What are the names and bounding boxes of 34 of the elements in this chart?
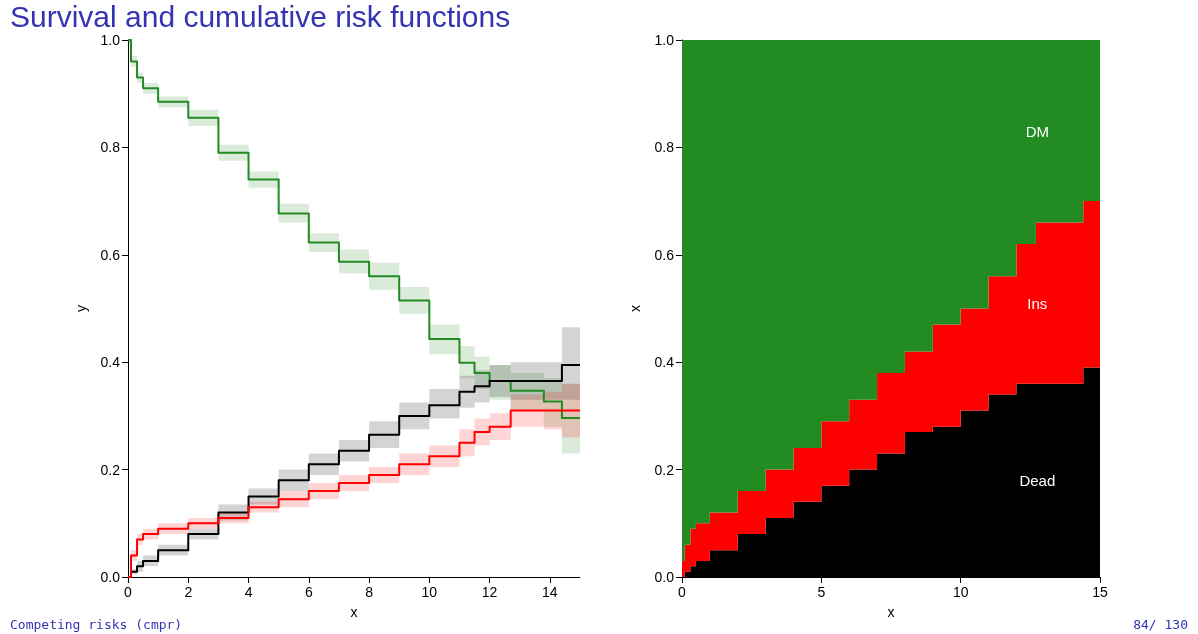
- x-tick-label: 14: [542, 584, 558, 600]
- chart-title: Survival and cumulative risk functions: [10, 0, 511, 34]
- y-tick-label: 1.0: [654, 32, 675, 48]
- y-tick-label: 1.0: [100, 32, 121, 48]
- y-tick-label: 0.0: [654, 569, 675, 585]
- y-tick-label: 0.8: [100, 139, 121, 156]
- x-tick-label: 0: [124, 584, 133, 600]
- text: 84/ 130: [1133, 617, 1188, 632]
- x-tick-label: 5: [817, 584, 826, 600]
- y-tick-label: 0.2: [100, 461, 121, 478]
- y-tick-label: 0.4: [100, 354, 121, 371]
- x-tick-label: 10: [952, 584, 969, 600]
- series-label: DM: [1025, 122, 1049, 140]
- y-tick-label: 0.6: [100, 246, 121, 263]
- series-label: Dead: [1019, 471, 1056, 489]
- x-tick-label: 8: [365, 584, 374, 600]
- x-tick-label: 4: [244, 584, 253, 600]
- series-label: Ins: [1027, 294, 1048, 312]
- y-tick-label: 0.6: [654, 246, 675, 263]
- y-axis-title: x: [627, 305, 643, 312]
- y-tick-label: 0.2: [654, 461, 675, 478]
- x-axis-title: x: [887, 604, 895, 620]
- x-tick-label: 6: [304, 584, 313, 600]
- text: Competing risks (cmpr): [10, 617, 183, 632]
- y-tick-label: 0.0: [100, 569, 121, 585]
- x-tick-label: 2: [184, 584, 193, 600]
- x-tick-label: 0: [678, 584, 687, 600]
- x-tick-label: 10: [421, 584, 438, 600]
- x-tick-label: 15: [1092, 584, 1108, 600]
- y-axis-title: y: [73, 305, 89, 312]
- x-tick-label: 12: [481, 584, 498, 600]
- x-axis-title: x: [350, 604, 358, 620]
- y-tick-label: 0.8: [654, 139, 675, 156]
- y-tick-label: 0.4: [654, 354, 675, 371]
